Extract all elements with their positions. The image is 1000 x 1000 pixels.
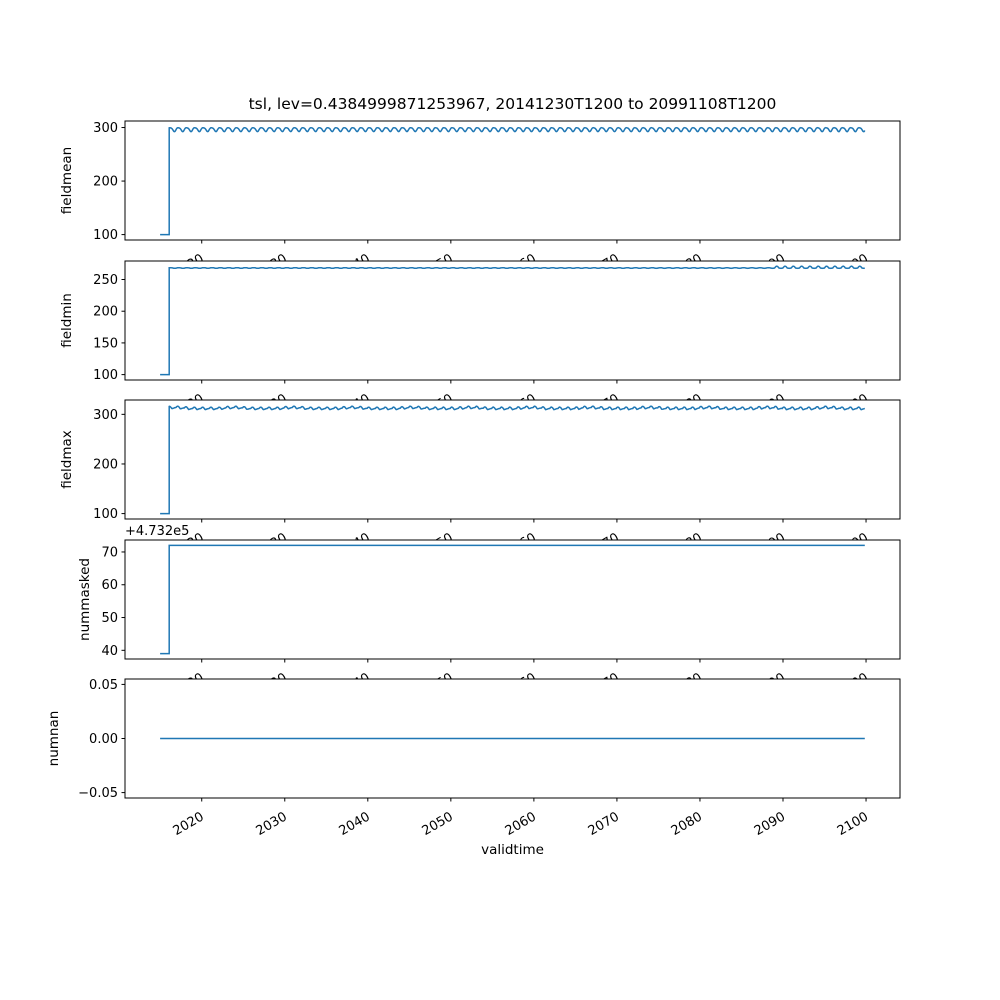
axes-frame xyxy=(124,399,901,520)
x-tick-label: 2070 xyxy=(586,809,622,839)
x-axis-label: validtime xyxy=(481,842,544,858)
fieldmax-ylabel: fieldmax xyxy=(59,430,75,489)
x-tick-label: 2020 xyxy=(171,809,207,839)
x-tick-label: 2090 xyxy=(752,809,788,839)
x-tick-label: 2080 xyxy=(669,809,705,839)
x-tick-label: 2030 xyxy=(254,809,290,839)
fieldmax-line xyxy=(160,405,865,515)
nummasked-line xyxy=(160,544,865,655)
fieldmean-line xyxy=(160,126,866,236)
y-tick-label: 150 xyxy=(93,336,118,351)
subplot-fieldmin: 1001502002502020203020402050206020702080… xyxy=(59,260,901,421)
y-tick-label: 200 xyxy=(93,175,118,190)
axes-frame xyxy=(124,120,901,241)
subplot-fieldmean: 1002003002020203020402050206020702080209… xyxy=(59,120,901,281)
subplot-nummasked: 4050607020202030204020502060207020802090… xyxy=(77,524,901,700)
x-tick-label: 2100 xyxy=(835,809,871,839)
x-tick-label: 2060 xyxy=(503,809,539,839)
y-tick-label: 0.00 xyxy=(89,732,118,747)
axes-background xyxy=(125,121,900,240)
y-tick-label: 200 xyxy=(93,457,118,472)
axes-background xyxy=(125,400,900,519)
axes-frame xyxy=(124,539,901,660)
y-tick-label: 200 xyxy=(93,305,118,320)
y-tick-label: 100 xyxy=(93,368,118,383)
y-tick-label: 40 xyxy=(101,644,118,659)
axes-background xyxy=(125,540,900,659)
axes-frame xyxy=(124,260,901,381)
fieldmin-line xyxy=(160,265,865,376)
y-offset-text: +4.732e5 xyxy=(125,524,189,539)
y-tick-label: 70 xyxy=(101,545,118,560)
nummasked-ylabel: nummasked xyxy=(77,558,93,641)
fieldmin-ylabel: fieldmin xyxy=(59,293,75,348)
subplot-numnan: −0.05 0.00 0.05 2020 2030 2040 2050 2060 2070 208… xyxy=(46,678,901,839)
chart-title: tsl, lev=0.4384999871253967, 20141230T12… xyxy=(248,95,777,113)
axes-background xyxy=(125,261,900,380)
y-tick-label: 300 xyxy=(93,408,118,423)
y-tick-label: 300 xyxy=(93,121,118,136)
y-tick-label: 0.05 xyxy=(89,678,118,693)
x-tick-label: 2040 xyxy=(337,809,373,839)
y-tick-label: 100 xyxy=(93,507,118,522)
fieldmean-ylabel: fieldmean xyxy=(59,147,75,214)
y-tick-label: 50 xyxy=(101,611,118,626)
y-tick-label: 60 xyxy=(101,578,118,593)
y-tick-label: 250 xyxy=(93,273,118,288)
y-tick-label: 100 xyxy=(93,228,118,243)
y-tick-label: −0.05 xyxy=(78,786,118,801)
numnan-ylabel: numnan xyxy=(46,711,62,767)
x-tick-label: 2050 xyxy=(420,809,456,839)
